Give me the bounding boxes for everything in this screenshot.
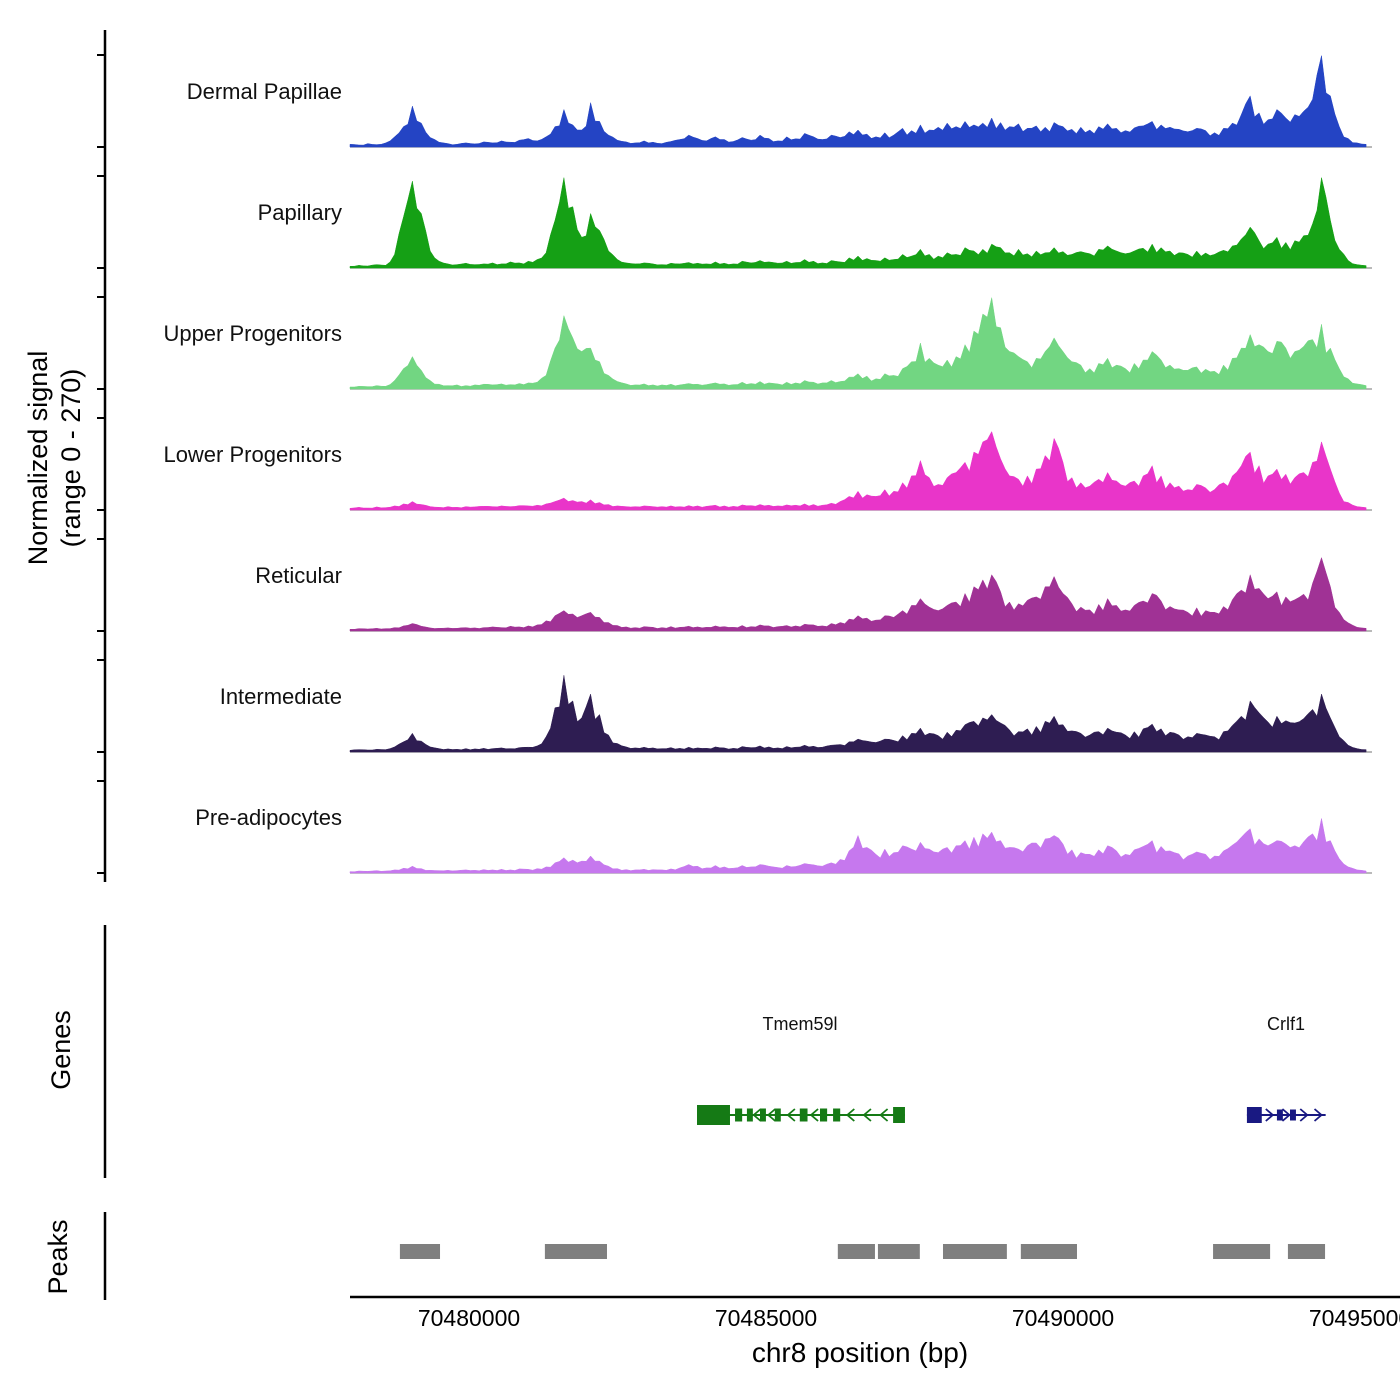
gene-label-tmem59l: Tmem59l <box>762 1014 838 1034</box>
x-axis-title: chr8 position (bp) <box>751 1337 969 1368</box>
track-label-pre-adipocytes: Pre-adipocytes <box>195 805 342 830</box>
track-label-reticular: Reticular <box>255 563 342 588</box>
track-label-upper-progenitors: Upper Progenitors <box>163 321 342 346</box>
gene-label-crlf1: Crlf1 <box>1266 1014 1306 1034</box>
x-tick-70480000: 70480000 <box>417 1305 521 1331</box>
genes-section-label: Genes <box>46 1010 76 1090</box>
x-tick-70495000: 70495000 <box>1308 1305 1400 1331</box>
track-label-lower-progenitors: Lower Progenitors <box>163 442 342 467</box>
x-tick-70485000: 70485000 <box>714 1305 818 1331</box>
track-label-papillary: Papillary <box>257 200 342 225</box>
y-axis-label: Normalized signal (range 0 - 270) <box>22 258 88 658</box>
x-tick-70490000: 70490000 <box>1011 1305 1115 1331</box>
y-axis-label-line2: (range 0 - 270) <box>56 368 86 548</box>
peaks-section-label: Peaks <box>43 1219 73 1295</box>
track-label-intermediate: Intermediate <box>219 684 342 709</box>
track-label-dermal-papillae: Dermal Papillae <box>186 79 342 104</box>
y-axis-label-line1: Normalized signal <box>23 350 53 566</box>
